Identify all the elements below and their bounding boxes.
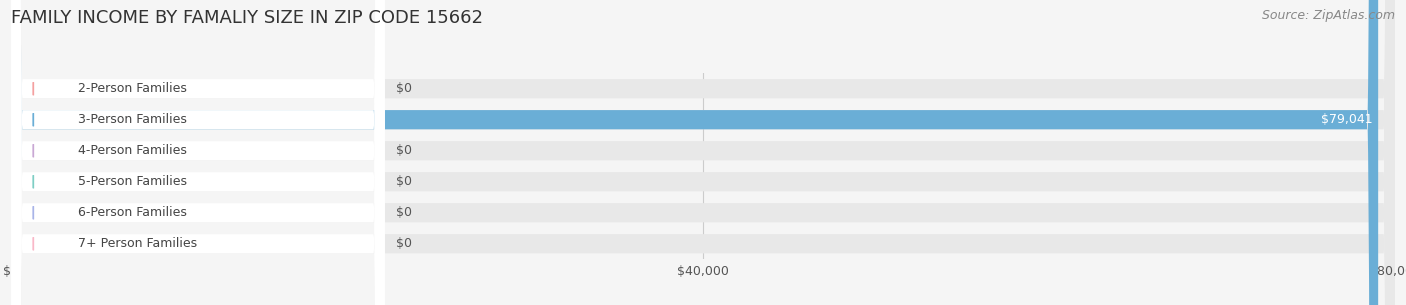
FancyBboxPatch shape — [11, 0, 1395, 305]
FancyBboxPatch shape — [11, 0, 1395, 305]
Text: $0: $0 — [396, 82, 412, 95]
Text: 3-Person Families: 3-Person Families — [77, 113, 187, 126]
FancyBboxPatch shape — [11, 0, 385, 305]
FancyBboxPatch shape — [11, 0, 1395, 305]
Text: $79,041: $79,041 — [1322, 113, 1372, 126]
Text: Source: ZipAtlas.com: Source: ZipAtlas.com — [1261, 9, 1395, 22]
FancyBboxPatch shape — [11, 0, 1378, 305]
FancyBboxPatch shape — [11, 0, 1395, 305]
FancyBboxPatch shape — [11, 0, 1395, 305]
FancyBboxPatch shape — [11, 0, 385, 305]
Text: $0: $0 — [396, 144, 412, 157]
Text: 5-Person Families: 5-Person Families — [77, 175, 187, 188]
FancyBboxPatch shape — [11, 0, 1395, 305]
Text: 4-Person Families: 4-Person Families — [77, 144, 187, 157]
FancyBboxPatch shape — [11, 0, 385, 305]
Text: FAMILY INCOME BY FAMALIY SIZE IN ZIP CODE 15662: FAMILY INCOME BY FAMALIY SIZE IN ZIP COD… — [11, 9, 484, 27]
FancyBboxPatch shape — [11, 0, 385, 305]
Text: $0: $0 — [396, 206, 412, 219]
Text: $0: $0 — [396, 175, 412, 188]
Text: 7+ Person Families: 7+ Person Families — [77, 237, 197, 250]
FancyBboxPatch shape — [11, 0, 385, 305]
Text: 6-Person Families: 6-Person Families — [77, 206, 187, 219]
Text: 2-Person Families: 2-Person Families — [77, 82, 187, 95]
FancyBboxPatch shape — [11, 0, 385, 305]
Text: $0: $0 — [396, 237, 412, 250]
